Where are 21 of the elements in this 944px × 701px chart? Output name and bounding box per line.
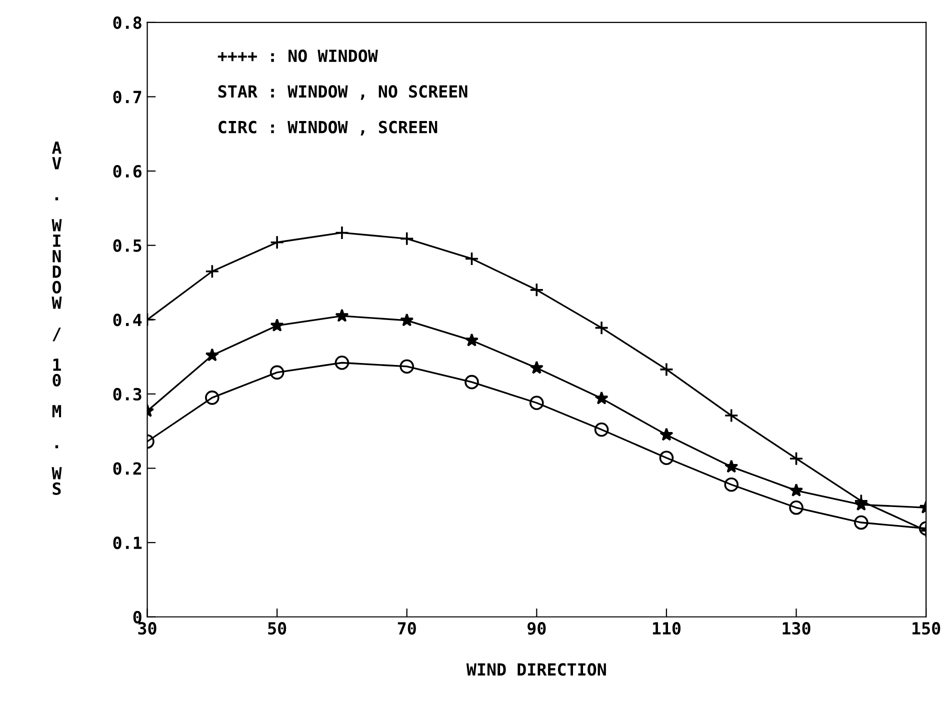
x-tick-label: 70 bbox=[398, 622, 416, 635]
x-tick-label: 110 bbox=[652, 622, 681, 635]
y-tick-label: 0.1 bbox=[113, 536, 142, 550]
x-tick-label: 90 bbox=[528, 622, 546, 635]
annotation: ++++ : NO WINDOW bbox=[218, 49, 378, 62]
y-tick-label: 0.6 bbox=[113, 165, 142, 178]
y-tick-label: 0.5 bbox=[113, 239, 142, 252]
x-axis-title: WIND DIRECTION bbox=[466, 663, 606, 676]
y-tick-label: 0.3 bbox=[113, 388, 142, 401]
y-tick-label: 0.8 bbox=[113, 16, 142, 29]
x-tick-label: 150 bbox=[912, 622, 940, 635]
y-tick-label: 0.4 bbox=[113, 314, 142, 326]
x-tick-label: 130 bbox=[782, 622, 810, 635]
x-tick-label: 30 bbox=[138, 622, 156, 635]
text: AV . WINDOW / 10 M . WS bbox=[52, 142, 62, 495]
annotation: STAR : WINDOW , NO SCREEN bbox=[218, 85, 468, 100]
y-tick-label: 0 bbox=[133, 610, 142, 624]
x-tick-label: 50 bbox=[268, 622, 286, 635]
y-tick-label: 0.2 bbox=[113, 462, 142, 475]
annotation: CIRC : WINDOW , SCREEN bbox=[218, 120, 438, 136]
y-tick-label: 0.7 bbox=[113, 90, 142, 104]
